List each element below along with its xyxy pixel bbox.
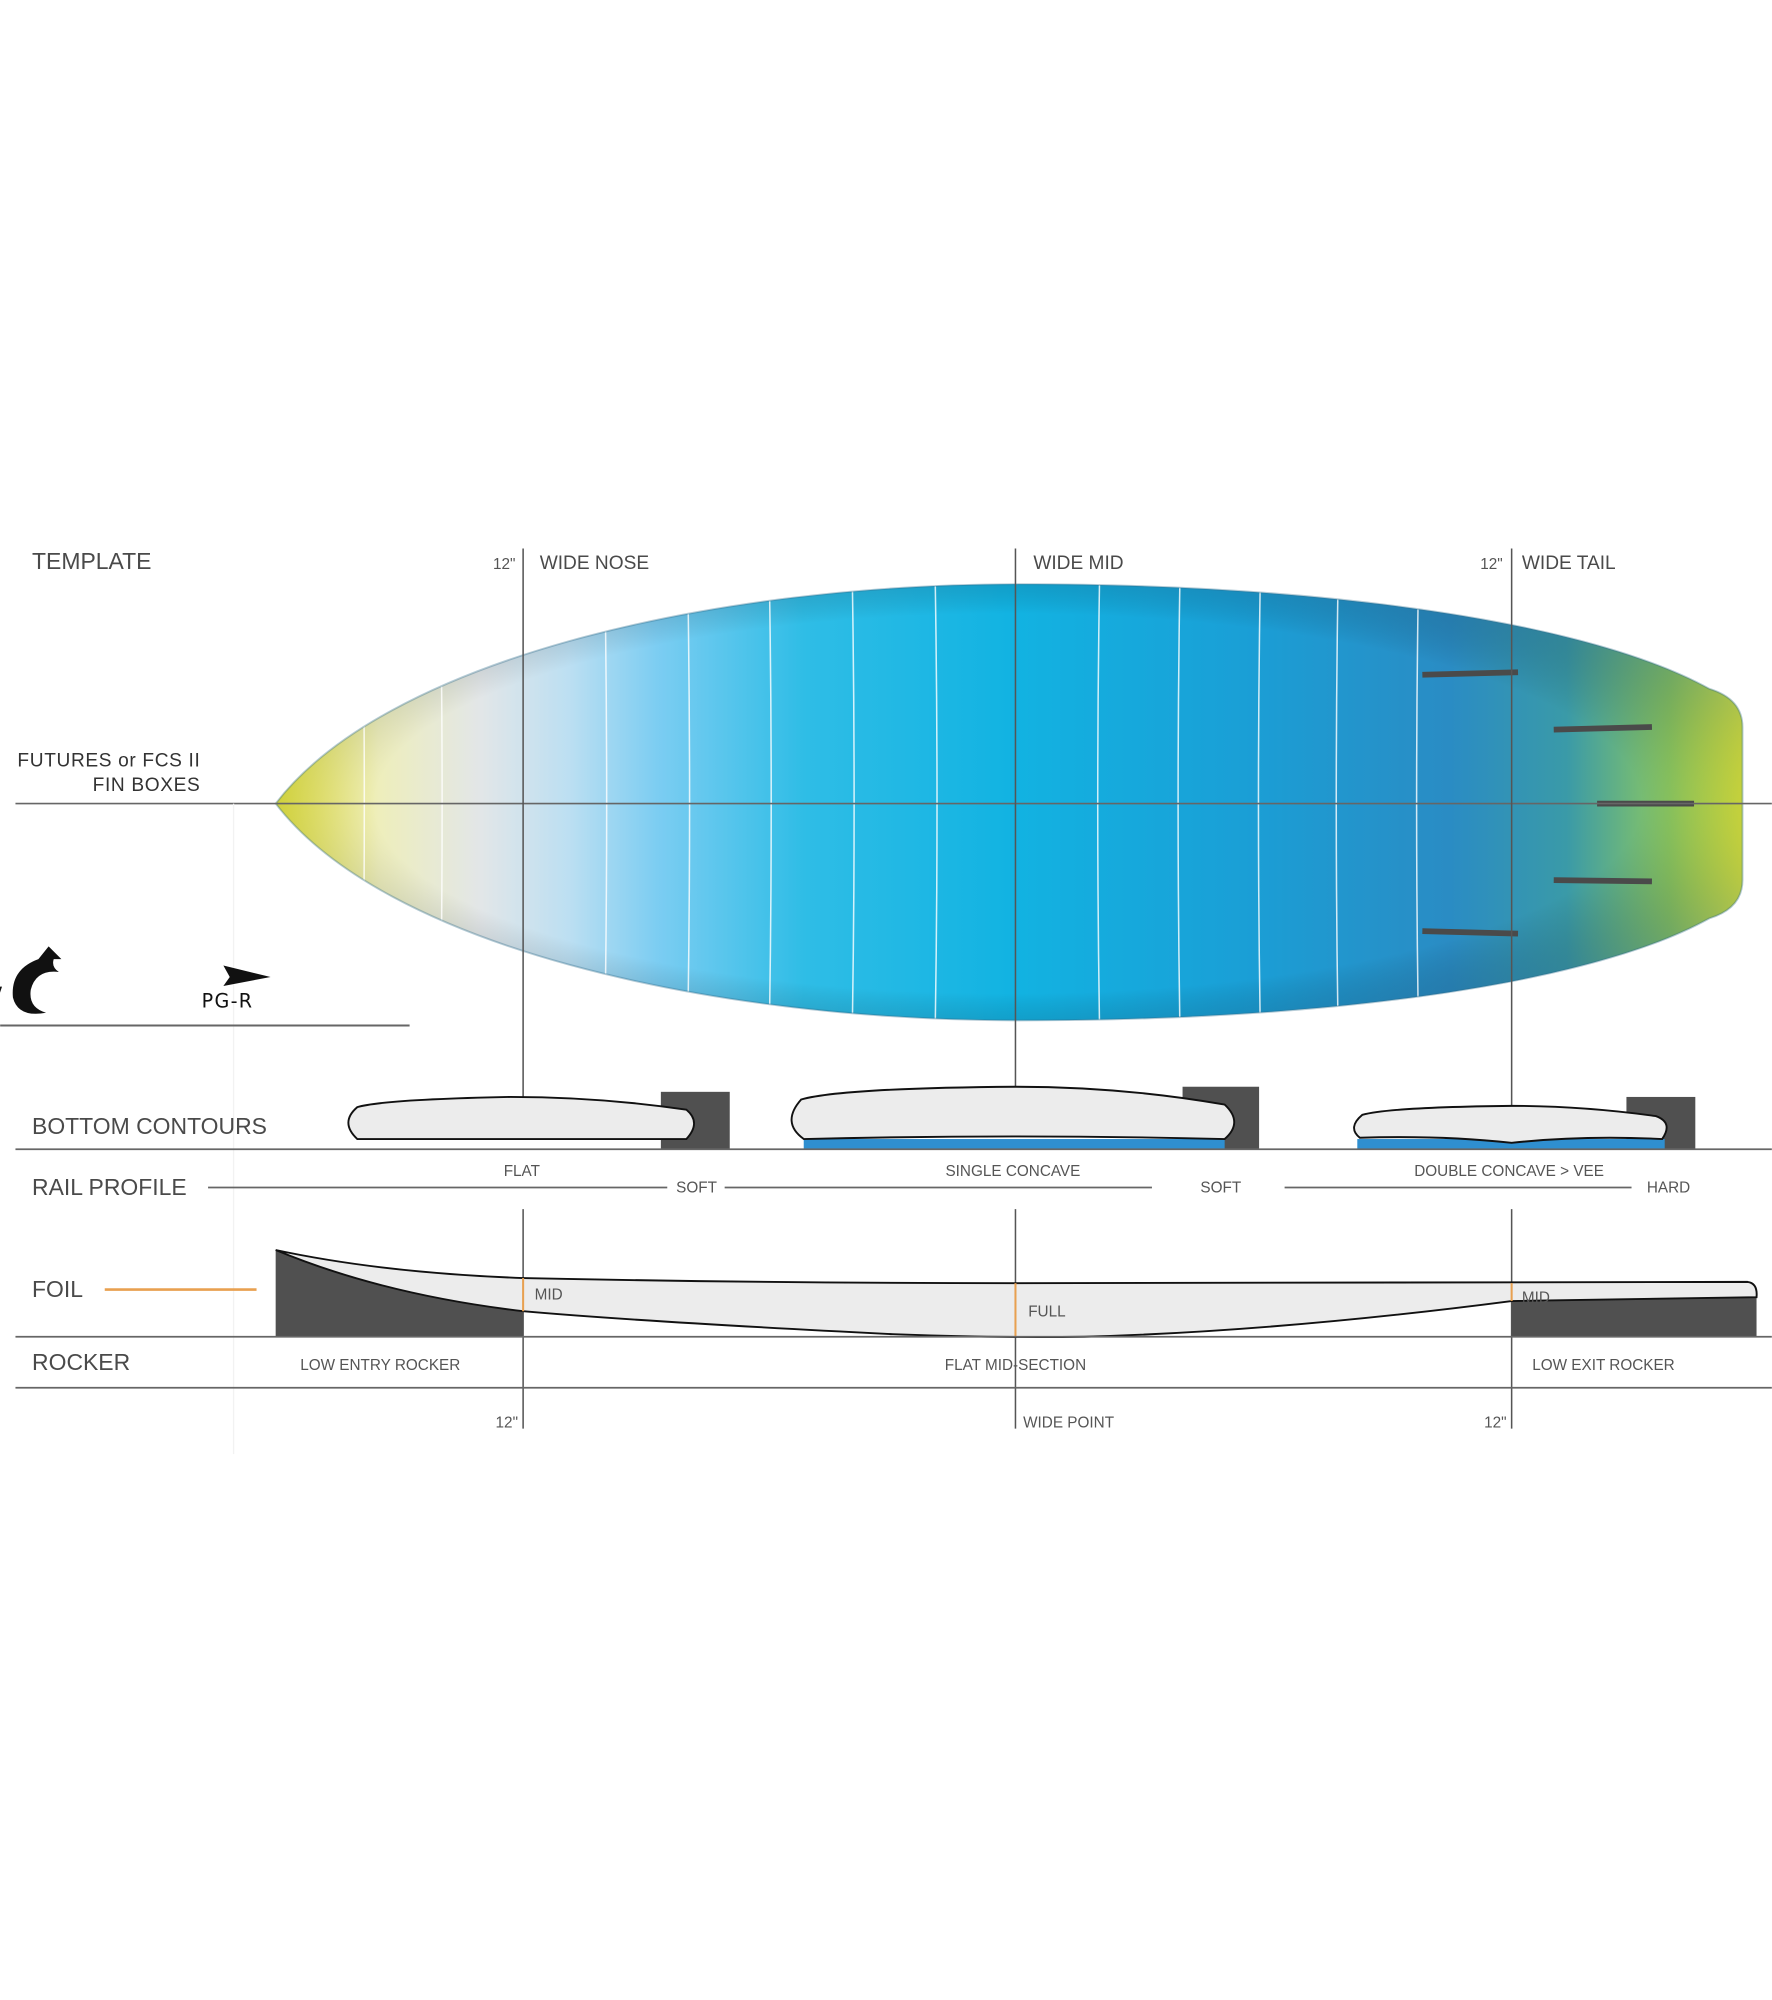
rail-label-hard: HARD (1647, 1180, 1690, 1197)
bottom-mark-wide-point: WIDE POINT (1023, 1414, 1114, 1431)
fin-box-rear-right (1553, 877, 1652, 885)
fin-boxes-label-line1: FUTURES or FCS II (17, 751, 200, 772)
pg-r-logo-text: PG-R (202, 990, 254, 1013)
wide-mid-label: WIDE MID (1033, 553, 1123, 574)
contour-label-single-concave: SINGLE CONCAVE (945, 1163, 1080, 1180)
section-label-rocker: ROCKER (32, 1349, 130, 1375)
foil-label-nose-mid: MID (535, 1287, 563, 1304)
contour-label-flat: FLAT (504, 1163, 540, 1180)
rocker-label-entry: LOW ENTRY ROCKER (300, 1357, 460, 1374)
contour-label-double-concave-vee: DOUBLE CONCAVE > VEE (1414, 1163, 1604, 1180)
rocker-label-mid: FLAT MID-SECTION (945, 1357, 1086, 1374)
wide-tail-label: WIDE TAIL (1522, 553, 1616, 574)
tail-rocker-fill (1511, 1295, 1757, 1337)
fin-box-front-right (1422, 928, 1519, 937)
nose-12in-mark: 12" (493, 556, 515, 573)
fin-box-rear-left (1553, 724, 1653, 733)
contour-single-concave (790, 1085, 1260, 1150)
nose-rocker-fill (275, 1250, 524, 1337)
bottom-mark-tail-12in: 12" (1484, 1414, 1506, 1431)
section-label-template: TEMPLATE (32, 548, 151, 574)
contour-double-concave-vee (1353, 1096, 1696, 1150)
rocker-label-exit: LOW EXIT ROCKER (1532, 1357, 1675, 1374)
foil-label-full: FULL (1028, 1303, 1065, 1320)
tail-12in-mark: 12" (1480, 556, 1502, 573)
section-label-foil: FOIL (32, 1276, 83, 1302)
rail-label-soft-2: SOFT (1200, 1180, 1241, 1197)
fin-box-front-left (1422, 669, 1519, 678)
torq-logo: torq (0, 946, 62, 1018)
torq-logo-text: torq (0, 973, 5, 1018)
foil-label-tail-mid: MID (1522, 1289, 1550, 1306)
section-label-bottom-contours: BOTTOM CONTOURS (32, 1113, 267, 1139)
section-label-rail-profile: RAIL PROFILE (32, 1174, 187, 1200)
contour-flat (347, 1091, 730, 1150)
bottom-mark-nose-12in: 12" (496, 1414, 518, 1431)
pg-r-logo: PG-R (202, 965, 271, 1013)
wide-nose-label: WIDE NOSE (540, 553, 649, 574)
rail-label-soft-1: SOFT (676, 1180, 717, 1197)
board-template (274, 583, 1744, 1022)
fin-boxes-label-line2: FIN BOXES (93, 775, 201, 796)
